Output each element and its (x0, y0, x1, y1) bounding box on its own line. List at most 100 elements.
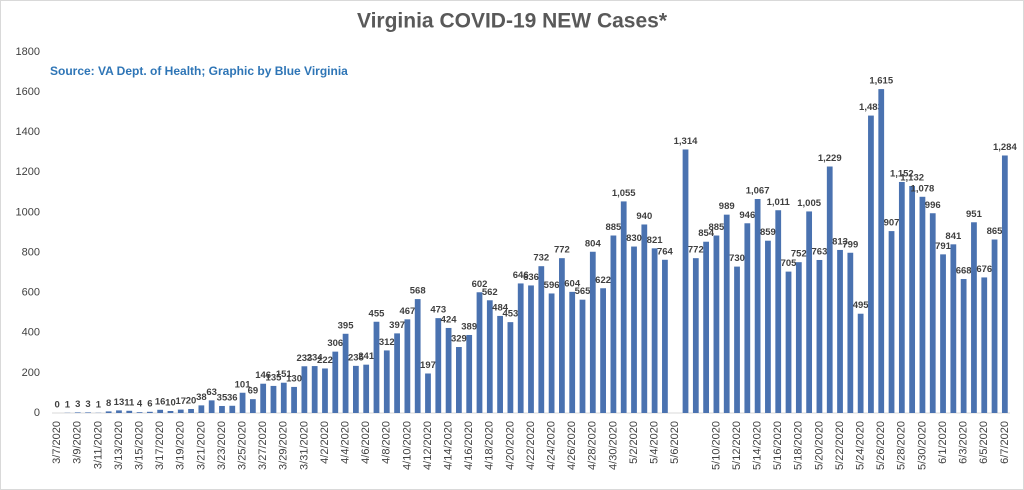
bar (929, 213, 936, 413)
bar (775, 210, 782, 413)
data-label: 38 (196, 392, 207, 403)
data-label: 1,229 (818, 153, 842, 164)
bar (332, 351, 339, 413)
y-tick-label: 400 (22, 327, 40, 339)
bar (352, 365, 359, 413)
bar (888, 231, 895, 413)
x-tick-label: 4/28/2020 (587, 421, 599, 470)
data-label: 676 (976, 264, 992, 275)
bar (620, 201, 627, 413)
data-label: 951 (966, 209, 983, 220)
data-label: 63 (206, 387, 217, 398)
data-label: 1,011 (767, 197, 791, 208)
data-label: 235 (348, 352, 365, 363)
y-tick-label: 600 (22, 287, 40, 299)
data-label: 473 (430, 305, 446, 316)
bar (445, 327, 452, 413)
x-tick-label: 5/6/2020 (669, 421, 681, 464)
x-tick-label: 3/23/2020 (216, 421, 228, 470)
bar (146, 411, 153, 413)
bar (239, 392, 246, 413)
x-tick-label: 4/22/2020 (525, 421, 537, 470)
data-label: 1,067 (746, 186, 770, 197)
data-label: 306 (327, 338, 343, 349)
bar (919, 196, 926, 413)
bar (589, 251, 596, 413)
data-label: 17 (175, 396, 186, 407)
x-tick-label: 3/15/2020 (133, 421, 145, 470)
bar (847, 252, 854, 413)
data-label: 772 (688, 245, 704, 256)
data-label: 562 (482, 287, 498, 298)
bar (878, 89, 885, 413)
data-label: 146 (255, 370, 271, 381)
bar (579, 299, 586, 413)
bar (981, 277, 988, 413)
data-label: 604 (564, 278, 581, 289)
bar (610, 235, 617, 413)
bar (219, 405, 225, 413)
bar (229, 405, 236, 413)
bar (270, 385, 277, 413)
bar (486, 300, 493, 413)
bar (167, 410, 174, 413)
data-label: 752 (791, 249, 807, 260)
bar (105, 411, 112, 413)
data-label: 241 (358, 351, 375, 362)
data-label: 395 (338, 320, 355, 331)
bar (538, 266, 545, 413)
x-tick-label: 3/31/2020 (298, 421, 310, 470)
x-tick-label: 4/8/2020 (381, 421, 393, 464)
y-tick-label: 0 (34, 407, 40, 419)
data-label: 69 (248, 386, 259, 397)
bar (260, 383, 267, 413)
bar (177, 409, 184, 413)
x-tick-label: 4/18/2020 (484, 421, 496, 470)
x-tick-label: 4/26/2020 (566, 421, 578, 470)
data-label: 233 (296, 353, 312, 364)
bar (857, 313, 864, 413)
data-label: 668 (956, 266, 972, 277)
bar (373, 321, 380, 413)
data-label: 989 (719, 201, 735, 212)
x-tick-label: 4/16/2020 (463, 421, 475, 470)
bar (74, 412, 81, 413)
data-label: 1,284 (993, 142, 1017, 153)
bar (208, 400, 215, 413)
bar (548, 293, 555, 413)
bar (414, 299, 421, 413)
bar (188, 408, 194, 413)
data-label: 3 (75, 399, 80, 410)
bar (456, 347, 462, 413)
data-label: 854 (698, 228, 715, 239)
data-label: 130 (286, 373, 302, 384)
data-label: 946 (739, 210, 755, 221)
bar (322, 368, 328, 413)
bar (971, 222, 977, 413)
data-label: 596 (544, 280, 560, 291)
data-label: 222 (317, 355, 333, 366)
data-label: 453 (502, 309, 518, 320)
data-label: 764 (657, 246, 674, 257)
bar (631, 246, 637, 413)
x-tick-label: 3/9/2020 (72, 421, 84, 464)
bar (734, 266, 740, 413)
bar (785, 271, 792, 413)
data-label: 10 (165, 398, 176, 409)
bar (898, 181, 905, 413)
bar (311, 366, 318, 413)
bar (991, 239, 998, 413)
bar (136, 412, 143, 413)
bar (682, 149, 689, 413)
data-label: 1,005 (797, 198, 821, 209)
x-tick-label: 3/25/2020 (236, 421, 248, 470)
data-label: 0 (55, 400, 60, 411)
bar (950, 244, 957, 413)
bar (569, 291, 576, 413)
data-label: 791 (935, 241, 952, 252)
x-tick-label: 3/29/2020 (278, 421, 290, 470)
data-label: 1,314 (674, 136, 698, 147)
data-label: 6 (147, 398, 152, 409)
data-label: 568 (410, 286, 426, 297)
x-tick-label: 4/20/2020 (504, 421, 516, 470)
